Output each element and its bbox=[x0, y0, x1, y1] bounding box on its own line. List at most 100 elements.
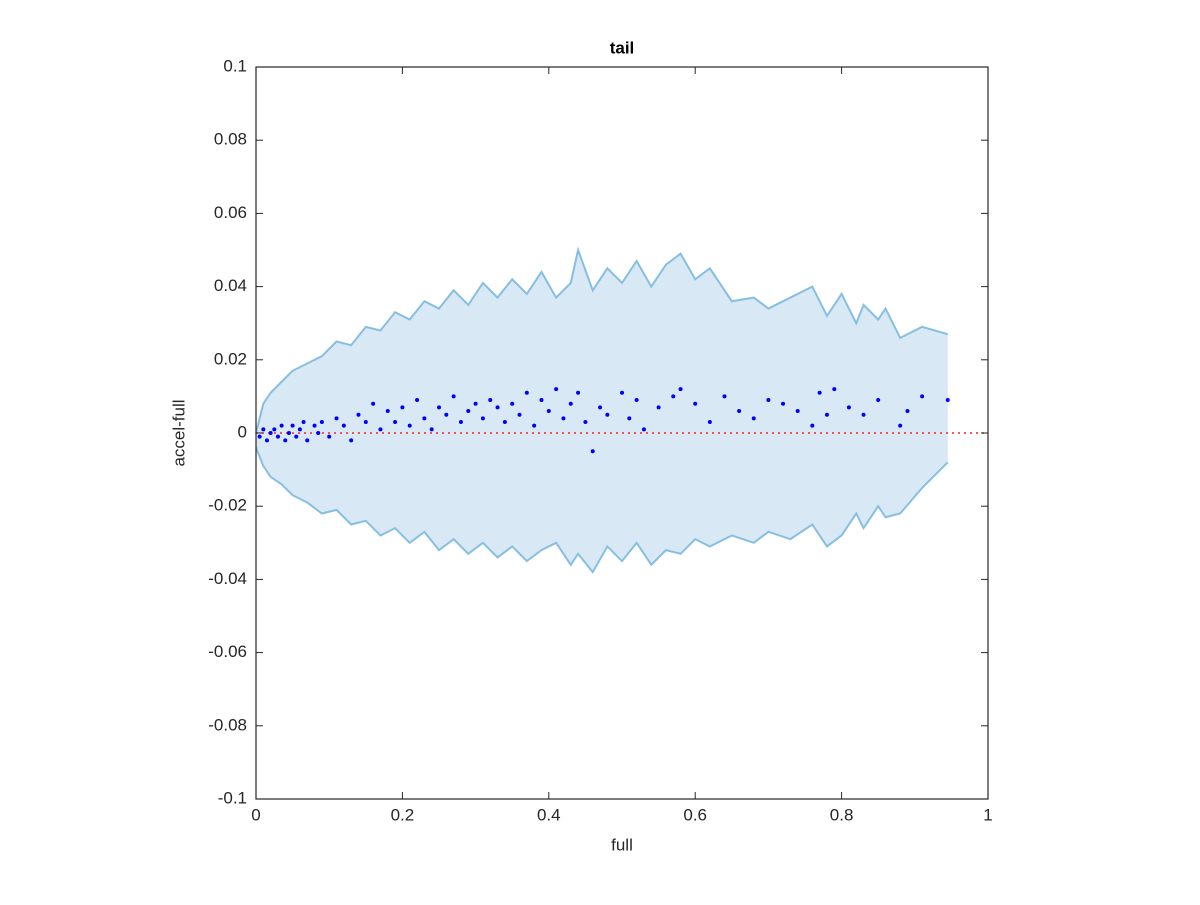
band-upper-line bbox=[255, 246, 949, 434]
scatter-point bbox=[546, 409, 551, 414]
scatter-point bbox=[294, 434, 299, 439]
scatter-point bbox=[279, 423, 284, 428]
scatter-point bbox=[568, 401, 573, 406]
scatter-point bbox=[264, 438, 269, 443]
x-tick-label: 1 bbox=[983, 805, 992, 824]
scatter-point bbox=[290, 423, 295, 428]
scatter-point bbox=[554, 387, 559, 392]
scatter-point bbox=[707, 420, 712, 425]
scatter-point bbox=[656, 405, 661, 410]
y-tick-label: 0.04 bbox=[214, 276, 247, 295]
band-fill bbox=[256, 250, 948, 573]
scatter-point bbox=[268, 431, 273, 435]
scatter-point bbox=[451, 394, 456, 399]
scatter-point bbox=[415, 398, 420, 403]
scatter-point bbox=[301, 420, 306, 425]
scatter-point bbox=[920, 394, 925, 399]
chart-title: tail bbox=[610, 38, 635, 57]
scatter-point bbox=[488, 398, 493, 403]
scatter-point bbox=[846, 405, 851, 410]
scatter-point bbox=[605, 412, 610, 417]
scatter-point bbox=[795, 409, 800, 414]
scatter-point bbox=[824, 412, 829, 417]
x-tick-label: 0.2 bbox=[391, 805, 415, 824]
y-tick-label: 0.06 bbox=[214, 203, 247, 222]
y-tick-label: -0.1 bbox=[218, 788, 247, 807]
scatter-point bbox=[627, 416, 632, 421]
scatter-point bbox=[393, 420, 398, 425]
scatter-point bbox=[539, 398, 544, 403]
scatter-point bbox=[356, 412, 361, 417]
y-axis-label: accel-full bbox=[169, 399, 188, 466]
scatter-point bbox=[378, 427, 383, 432]
scatter-point bbox=[407, 423, 412, 428]
scatter-point bbox=[810, 423, 815, 428]
scatter-point bbox=[590, 449, 595, 454]
scatter-point bbox=[349, 438, 354, 443]
scatter-point bbox=[898, 423, 903, 428]
scatter-point bbox=[495, 405, 500, 410]
scatter-point bbox=[517, 412, 522, 417]
scatter-point bbox=[671, 394, 676, 399]
scatter-point bbox=[422, 416, 427, 421]
scatter-point bbox=[371, 401, 376, 406]
scatter-point bbox=[532, 423, 537, 428]
scatter-point bbox=[480, 416, 485, 421]
scatter-point bbox=[722, 394, 727, 399]
scatter-point bbox=[876, 398, 881, 403]
scatter-point bbox=[510, 401, 515, 406]
scatter-point bbox=[598, 405, 603, 410]
scatter-point bbox=[634, 398, 639, 403]
scatter-point bbox=[693, 401, 698, 406]
scatter-point bbox=[620, 390, 624, 395]
scatter-point bbox=[473, 401, 478, 406]
scatter-point bbox=[327, 434, 332, 439]
y-tick-label: 0.08 bbox=[214, 130, 247, 149]
scatter-point bbox=[385, 409, 390, 414]
y-tick-label: 0.1 bbox=[223, 56, 247, 75]
x-tick-label: 0.4 bbox=[537, 805, 561, 824]
scatter-point bbox=[502, 420, 507, 425]
scatter-point bbox=[257, 434, 262, 439]
scatter-point bbox=[817, 390, 822, 395]
scatter-point bbox=[737, 409, 742, 414]
y-tick-label: -0.08 bbox=[208, 715, 247, 734]
scatter-point bbox=[305, 438, 310, 443]
scatter-point bbox=[272, 427, 277, 432]
y-tick-label: -0.06 bbox=[208, 642, 247, 661]
y-tick-label: 0 bbox=[238, 422, 247, 441]
scatter-point bbox=[945, 398, 950, 403]
x-tick-label: 0.8 bbox=[830, 805, 854, 824]
y-tick-label: -0.04 bbox=[208, 569, 247, 588]
scatter-point bbox=[832, 387, 837, 392]
scatter-point bbox=[641, 427, 646, 432]
scatter-point bbox=[283, 438, 288, 443]
scatter-point bbox=[766, 398, 771, 403]
scatter-point bbox=[334, 416, 339, 421]
scatter-point bbox=[861, 412, 866, 417]
scatter-point bbox=[275, 434, 280, 439]
scatter-point bbox=[316, 431, 321, 435]
scatter-point bbox=[466, 409, 471, 414]
scatter-point bbox=[458, 420, 463, 425]
scatter-point bbox=[781, 401, 786, 406]
scatter-point bbox=[751, 416, 756, 421]
y-tick-label: 0.02 bbox=[214, 349, 247, 368]
x-axis-label: full bbox=[611, 835, 633, 854]
scatter-point bbox=[561, 416, 566, 421]
scatter-point bbox=[341, 423, 346, 428]
scatter-point bbox=[437, 405, 441, 410]
x-tick-label: 0.6 bbox=[683, 805, 707, 824]
scatter-point bbox=[297, 427, 302, 432]
band-lower-line bbox=[255, 447, 949, 574]
y-tick-label: -0.02 bbox=[208, 496, 247, 515]
x-tick-label: 0 bbox=[251, 805, 260, 824]
scatter-point bbox=[319, 420, 324, 425]
scatter-point bbox=[583, 420, 588, 425]
scatter-point bbox=[261, 427, 266, 432]
scatter-point bbox=[678, 387, 683, 392]
scatter-point bbox=[524, 390, 529, 395]
scatter-point bbox=[444, 412, 449, 417]
